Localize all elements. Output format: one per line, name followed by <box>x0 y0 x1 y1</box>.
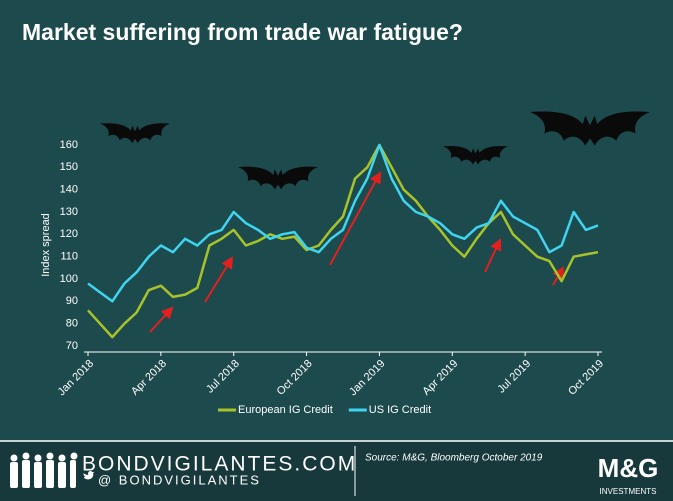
twitter-icon <box>83 471 95 480</box>
twitter: @ BONDVIGILANTES <box>98 472 261 487</box>
legend-label: US IG Credit <box>369 404 431 416</box>
y-tick-label: 80 <box>66 318 78 330</box>
y-tick-label: 150 <box>60 161 78 173</box>
y-tick-label: 120 <box>60 228 78 240</box>
y-tick-label: 90 <box>66 295 78 307</box>
source: Source: M&G, Bloomberg October 2019 <box>365 453 543 464</box>
people-icon <box>10 452 78 488</box>
series-line <box>87 143 599 339</box>
logo: M&G <box>598 453 659 483</box>
logo-sub: INVESTMENTS <box>600 487 657 496</box>
y-tick-label: 160 <box>60 139 78 151</box>
chart-title: Market suffering from trade war fatigue? <box>22 19 463 45</box>
y-tick-label: 130 <box>60 206 78 218</box>
series-line <box>87 143 599 303</box>
y-axis-label: Index spread <box>40 213 52 277</box>
footer <box>0 442 673 501</box>
brand: BONDVIGILANTES.COM <box>82 453 357 476</box>
y-tick-label: 70 <box>66 340 78 352</box>
y-tick-label: 100 <box>60 273 78 285</box>
y-tick-label: 110 <box>60 251 78 263</box>
y-tick-label: 140 <box>60 184 78 196</box>
legend-label: European IG Credit <box>238 404 333 416</box>
